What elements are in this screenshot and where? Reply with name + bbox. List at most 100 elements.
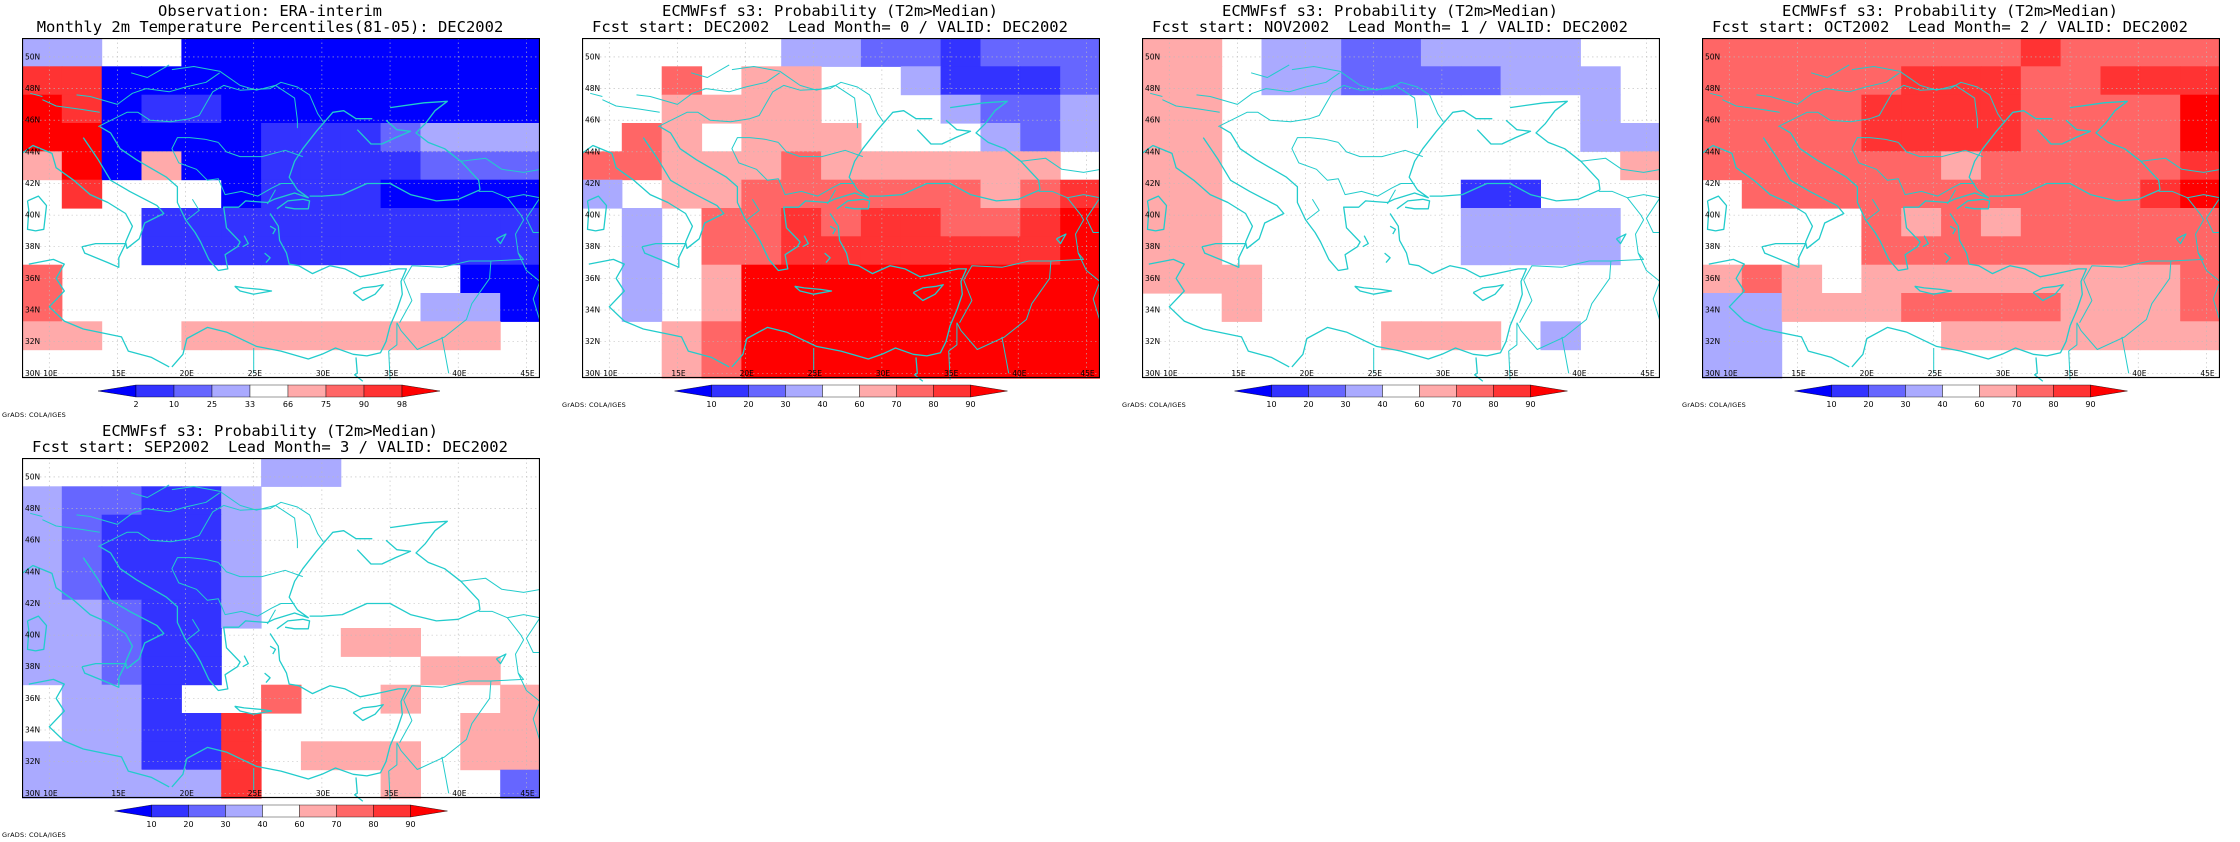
heatmap-cell [1181,179,1223,209]
heatmap-cell [582,179,623,209]
heatmap-cell [1060,236,1100,266]
colorbar-segment [2090,384,2128,398]
lat-tick-label: 50N [1705,53,1720,62]
colorbar-tick-label: 10 [1266,400,1276,409]
heatmap-cell [980,236,1021,266]
colorbar-tick-label: 20 [1863,400,1873,409]
lat-tick-label: 32N [1145,337,1160,346]
heatmap-cell [2020,66,2062,96]
heatmap-cell [500,264,540,294]
colorbar-tick-label: 33 [245,400,255,409]
colorbar-tick-label: 40 [257,820,267,829]
country-border [217,142,303,158]
heatmap-cell [860,179,902,209]
heatmap-cell [61,543,103,572]
lat-tick-label: 50N [25,473,40,482]
lon-tick-label: 30E [316,369,331,378]
heatmap-cell [1941,66,1982,96]
coastline [309,602,481,622]
heatmap-cell [821,179,862,209]
heatmap-cell [1060,321,1100,351]
colorbar-segment [896,384,934,398]
colorbar-tick-label: 60 [1974,400,1984,409]
heatmap-cell [1861,236,1902,266]
lat-tick-label: 38N [25,662,40,671]
heatmap-cell [261,123,302,152]
heatmap-cell [1980,66,2022,96]
colorbar-segment [1419,384,1457,398]
lon-tick-label: 45E [1080,369,1095,378]
colorbar-segment [748,384,786,398]
lon-tick-label: 30E [876,369,891,378]
heatmap-cell [101,769,143,799]
coastlines [582,100,1100,382]
heatmap-cell [22,94,63,124]
heatmap-cell [860,236,902,266]
country-border [1150,92,1163,97]
heatmap-cell [1901,151,1942,181]
panel-title: ECMWFsf s3: Probability (T2m>Median) [662,2,998,20]
colorbar-segment [173,384,213,398]
heatmap-cell [940,236,981,266]
heatmap-cell [1500,66,1541,96]
heatmap-cell [500,38,540,67]
heatmap-cell [980,94,1021,124]
heatmap-cell [2140,151,2181,181]
heatmap-cell [940,179,981,209]
heatmap-cell [1381,321,1422,351]
heatmap-cell [2140,66,2181,96]
colorbar: 10 20 30 40 60 70 80 90 [114,804,448,829]
heatmap-cell [1261,38,1302,67]
heatmap-cell [261,321,302,351]
heatmap-cell [2020,236,2062,266]
colorbar-segment [299,804,337,818]
heatmap-cell [61,656,103,686]
grads-credit: GrADS: COLA/IGES [562,401,626,409]
heatmap-cell [101,628,143,657]
heatmap-cell [940,38,981,67]
heatmap-cell [141,741,182,771]
lat-tick-label: 30N [585,369,600,378]
heatmap-cell [1741,66,1783,96]
heatmap-cell [261,151,302,181]
coastline [802,235,809,248]
heatmap-cell [181,321,222,351]
heatmap-cell [1941,264,1982,294]
heatmap-cell [141,123,182,152]
heatmap-cell [900,179,942,209]
country-border [777,142,863,158]
coastline [1914,285,1953,295]
coastline [1291,213,1528,368]
coastline [81,662,127,688]
heatmap-cell [701,236,742,266]
heatmap-cell [781,208,822,237]
heatmap-cell [1821,94,1862,124]
country-border [731,137,855,197]
heatmap-cell [2100,321,2141,351]
heatmap-cell [900,293,942,322]
coastline [1146,195,1168,232]
heatmap-cell [1580,66,1621,96]
lat-tick-label: 38N [1705,242,1720,251]
colorbar-tick-label: 75 [321,400,331,409]
heatmap-cell [661,94,703,124]
lon-tick-label: 45E [520,789,535,798]
heatmap-cell [1941,94,1982,124]
heatmap-cell [22,741,63,771]
heatmap-cell [1702,94,1743,124]
heatmap-cell [221,236,262,266]
heatmap-cell [940,94,981,124]
heatmap-cell [1540,321,1581,351]
lat-tick-label: 34N [585,306,600,315]
country-border [171,486,241,506]
lat-tick-label: 38N [585,242,600,251]
heatmap-cell [340,208,382,237]
heatmap-cell [1941,293,1982,322]
heatmap-cell [420,293,461,322]
heatmap-cell [1821,179,1862,209]
heatmap-cell [2060,179,2101,209]
heatmap-cell [1580,94,1621,124]
heatmap-cell [1420,321,1462,351]
grads-credit: GrADS: COLA/IGES [2,831,66,839]
country-border [396,260,492,350]
